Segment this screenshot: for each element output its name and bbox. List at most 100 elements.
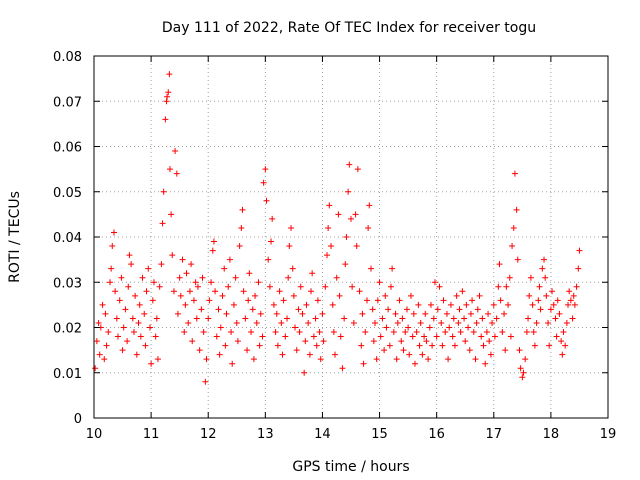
- data-point: [212, 288, 219, 295]
- data-point: [248, 329, 255, 336]
- data-point: [522, 356, 529, 363]
- data-points: [92, 71, 583, 385]
- data-point: [103, 342, 110, 349]
- data-point: [203, 356, 210, 363]
- data-point: [462, 338, 469, 345]
- data-point: [279, 351, 286, 358]
- data-point: [542, 274, 549, 281]
- y-axis-title: ROTI / TECUs: [7, 191, 23, 283]
- data-point: [130, 329, 137, 336]
- data-point: [301, 369, 308, 376]
- data-point: [168, 211, 175, 218]
- data-point: [230, 301, 237, 308]
- data-point: [358, 342, 365, 349]
- data-point: [332, 351, 339, 358]
- data-point: [280, 297, 287, 304]
- data-point: [169, 252, 176, 259]
- data-point: [148, 360, 155, 367]
- data-point: [393, 356, 400, 363]
- data-point: [419, 351, 426, 358]
- data-point: [295, 306, 302, 313]
- data-point: [219, 292, 226, 299]
- data-point: [226, 256, 233, 263]
- data-point: [527, 274, 534, 281]
- data-point: [439, 342, 446, 349]
- data-point: [514, 256, 521, 263]
- data-point: [565, 301, 572, 308]
- x-tick-label: 17: [486, 427, 503, 442]
- data-point: [433, 333, 440, 340]
- data-point: [478, 333, 485, 340]
- data-point: [162, 116, 169, 123]
- data-point: [415, 301, 422, 308]
- data-point: [396, 297, 403, 304]
- data-point: [181, 329, 188, 336]
- x-tick-label: 13: [257, 427, 274, 442]
- data-point: [229, 360, 236, 367]
- data-point: [266, 283, 273, 290]
- data-point: [252, 292, 259, 299]
- data-point: [342, 261, 349, 268]
- data-point: [276, 288, 283, 295]
- data-point: [128, 261, 135, 268]
- data-point: [205, 315, 212, 322]
- data-point: [503, 283, 510, 290]
- data-point: [409, 333, 416, 340]
- data-point: [457, 329, 464, 336]
- data-point: [373, 356, 380, 363]
- data-point: [249, 306, 256, 313]
- data-point: [427, 301, 434, 308]
- data-point: [403, 306, 410, 313]
- y-tick-label: 0.03: [53, 276, 82, 291]
- data-point: [425, 356, 432, 363]
- data-point: [497, 297, 504, 304]
- data-point: [135, 319, 142, 326]
- data-point: [402, 329, 409, 336]
- data-point: [559, 351, 566, 358]
- y-tick-label: 0.05: [53, 186, 82, 201]
- data-point: [329, 301, 336, 308]
- data-point: [114, 333, 121, 340]
- data-point: [506, 274, 513, 281]
- data-point: [240, 288, 247, 295]
- data-point: [549, 288, 556, 295]
- data-point: [314, 297, 321, 304]
- data-point: [200, 329, 207, 336]
- data-point: [436, 283, 443, 290]
- data-point: [193, 315, 200, 322]
- data-point: [206, 297, 213, 304]
- data-point: [410, 310, 417, 317]
- data-point: [326, 202, 333, 209]
- data-point: [199, 274, 206, 281]
- data-point: [245, 297, 252, 304]
- data-point: [186, 288, 193, 295]
- data-point: [109, 243, 116, 250]
- data-point: [431, 279, 438, 286]
- data-point: [110, 229, 117, 236]
- x-tick-label: 15: [371, 427, 388, 442]
- data-point: [221, 265, 228, 272]
- data-point: [217, 324, 224, 331]
- data-point: [290, 292, 297, 299]
- x-tick-label: 14: [314, 427, 331, 442]
- data-point: [352, 211, 359, 218]
- data-point: [242, 315, 249, 322]
- data-point: [486, 338, 493, 345]
- data-point: [386, 342, 393, 349]
- data-point: [511, 170, 518, 177]
- data-point: [139, 274, 146, 281]
- axis-ticks: 10 11 12 13 14 15 16 17 18 19 0 0.01 0.02 0.03 0.04 0.0…: [53, 50, 616, 442]
- data-point: [174, 310, 181, 317]
- data-point: [575, 265, 582, 272]
- data-point: [516, 347, 523, 354]
- data-point: [223, 310, 230, 317]
- y-tick-label: 0.07: [53, 95, 82, 110]
- data-point: [567, 297, 574, 304]
- data-point: [145, 265, 152, 272]
- data-point: [152, 333, 159, 340]
- data-point: [546, 342, 553, 349]
- data-point: [259, 333, 266, 340]
- data-point: [269, 215, 276, 222]
- data-point: [406, 351, 413, 358]
- data-point: [377, 333, 384, 340]
